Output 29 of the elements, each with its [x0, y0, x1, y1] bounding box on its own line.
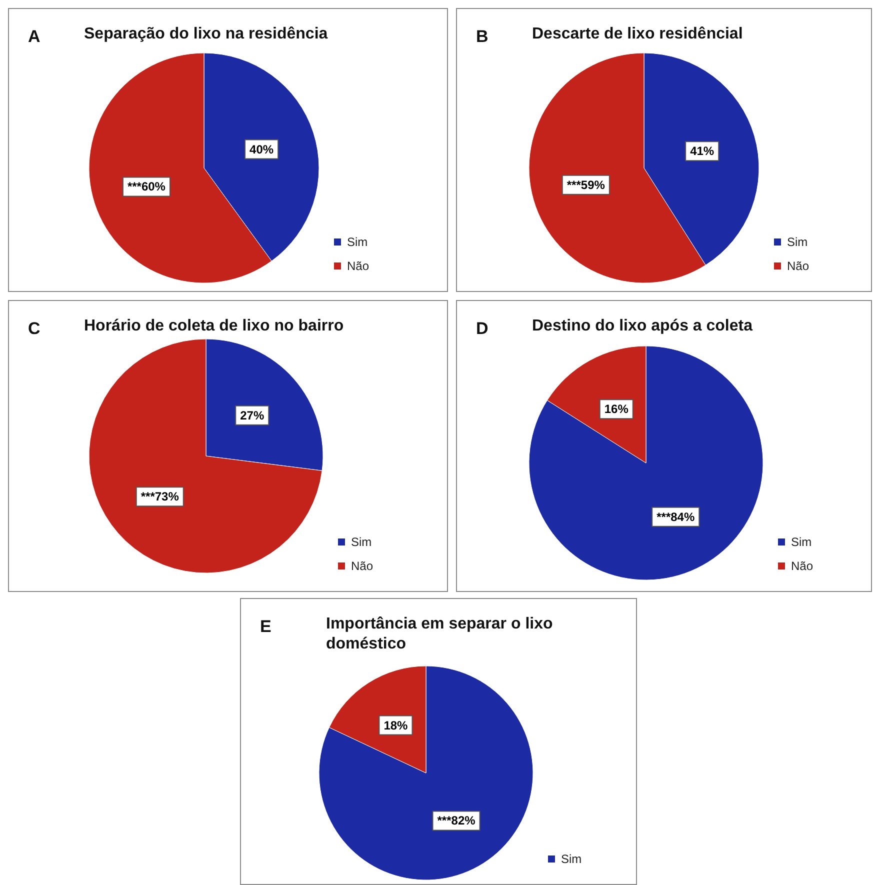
legend-label: Sim	[787, 235, 808, 249]
text: A	[28, 27, 40, 46]
legend-label: Não	[351, 559, 374, 573]
chart-title: Importância em separar o lixo doméstico	[326, 616, 558, 652]
chart-title: Destino do lixo após a coleta	[532, 318, 753, 334]
legend-label: Sim	[351, 535, 372, 549]
data-label: 41%	[690, 144, 714, 158]
data-label: ***84%	[656, 510, 695, 524]
legend-label: Sim	[561, 852, 582, 866]
legend-label: Sim	[791, 535, 812, 549]
legend-label: Não	[347, 259, 370, 273]
chart-title: Horário de coleta de lixo no bairro	[84, 318, 344, 334]
data-label: ***59%	[566, 178, 606, 192]
data-label: 27%	[240, 408, 264, 422]
legend-label: Sim	[347, 235, 368, 249]
text: B	[476, 27, 488, 46]
text: E	[260, 617, 272, 636]
data-label: 18%	[384, 718, 408, 732]
data-label: 16%	[604, 402, 629, 416]
data-label: ***82%	[437, 814, 476, 828]
data-label: ***60%	[127, 180, 166, 194]
text: C	[28, 319, 40, 338]
chart-title: Descarte de lixo residêncial	[532, 26, 743, 42]
legend-label: Não	[791, 559, 814, 573]
text: D	[476, 319, 488, 338]
data-label: ***73%	[140, 490, 180, 504]
data-label: 40%	[250, 142, 274, 156]
chart-title: Separação do lixo na residência	[84, 26, 328, 42]
legend-label: Não	[787, 259, 810, 273]
